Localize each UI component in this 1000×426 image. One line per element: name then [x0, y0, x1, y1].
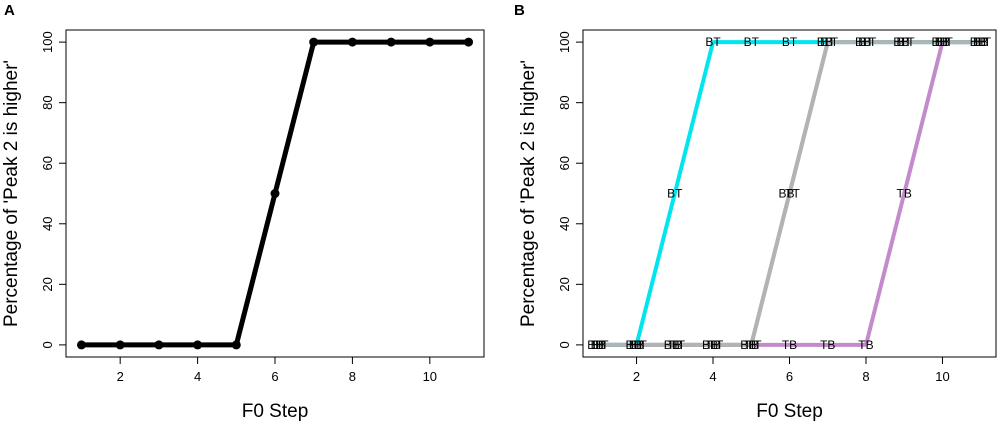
point-label-bt: BT — [629, 338, 645, 352]
point-label-bt: BT — [667, 187, 683, 201]
point-label-tt: TT — [938, 35, 953, 49]
data-point — [425, 37, 435, 47]
data-point — [270, 189, 280, 198]
point-label-bb: BB — [970, 35, 986, 49]
point-label-bt: BT — [591, 338, 607, 352]
point-label-tb: TB — [935, 35, 950, 49]
y-tick-label: 0 — [40, 341, 55, 348]
point-label-bb: BB — [778, 187, 794, 201]
point-label-bt: BT — [897, 35, 913, 49]
point-label-bb: BB — [817, 35, 833, 49]
data-point — [76, 340, 86, 350]
data-point — [154, 340, 164, 350]
point-label-tb: TB — [744, 338, 759, 352]
y-tick-label: 60 — [557, 156, 572, 170]
point-label-tt: TT — [747, 338, 762, 352]
data-point — [386, 37, 396, 47]
x-tick-label: 2 — [117, 369, 124, 384]
x-tick-label: 10 — [423, 369, 437, 384]
y-tick-label: 80 — [557, 95, 572, 109]
data-point — [309, 37, 319, 47]
point-label-tt: TT — [823, 35, 838, 49]
plot-area — [596, 40, 983, 347]
point-label-bb: BB — [664, 338, 680, 352]
y-tick-label: 40 — [557, 217, 572, 231]
y-axis-title: Percentage of 'Peak 2 is higher' — [1, 60, 22, 327]
y-tick-label: 100 — [557, 31, 572, 53]
point-label-tt: TT — [594, 338, 609, 352]
x-tick-label: 8 — [862, 369, 869, 384]
point-label-bt: BT — [973, 35, 989, 49]
data-point — [115, 340, 125, 350]
point-label-bb: BB — [587, 338, 603, 352]
point-label-tt: TT — [862, 35, 877, 49]
point-label-bt: BT — [744, 35, 760, 49]
data-point — [231, 340, 241, 350]
y-tick-label: 20 — [40, 277, 55, 291]
point-label-tt: TT — [976, 35, 991, 49]
point-label-tb: TB — [820, 338, 835, 352]
point-label-bb: BB — [931, 35, 947, 49]
point-label-bt: BT — [858, 35, 874, 49]
point-label-tb: TB — [667, 338, 682, 352]
data-point — [347, 37, 357, 47]
y-tick-label: 80 — [40, 95, 55, 109]
y-tick-label: 60 — [40, 156, 55, 170]
x-tick-label: 8 — [349, 369, 356, 384]
y-tick-label: 20 — [557, 277, 572, 291]
x-tick-label: 6 — [271, 369, 278, 384]
data-point — [464, 37, 474, 47]
x-tick-label: 10 — [935, 369, 949, 384]
point-label-tt: TT — [900, 35, 915, 49]
data-point — [193, 340, 203, 350]
x-tick-label: 4 — [709, 369, 716, 384]
point-label-tt: TT — [632, 338, 647, 352]
point-label-bb: BB — [855, 35, 871, 49]
y-tick-label: 0 — [557, 341, 572, 348]
point-label-tb: TB — [629, 338, 644, 352]
y-tick-label: 40 — [40, 217, 55, 231]
series-line-tt — [596, 40, 983, 347]
x-axis-title: F0 Step — [756, 401, 823, 422]
point-label-bt: BT — [782, 35, 798, 49]
x-tick-label: 6 — [786, 369, 793, 384]
point-label-tb: TB — [973, 35, 988, 49]
point-label-bb: BB — [702, 338, 718, 352]
point-label-tb: TB — [591, 338, 606, 352]
y-tick-label: 100 — [40, 31, 55, 53]
x-tick-label: 4 — [194, 369, 201, 384]
point-label-bb: BB — [893, 35, 909, 49]
plot-area — [76, 37, 474, 350]
point-label-tt: TT — [670, 338, 685, 352]
point-label-tt: TT — [709, 338, 724, 352]
point-label-bb: BB — [626, 338, 642, 352]
point-label-bt: BT — [705, 35, 721, 49]
point-label-tb: TB — [782, 338, 797, 352]
panel-label: B — [514, 2, 525, 19]
y-axis-title: Percentage of 'Peak 2 is higher' — [518, 60, 539, 327]
point-label-tb: TB — [897, 187, 912, 201]
point-label-tt: TT — [785, 187, 800, 201]
point-label-bb: BB — [740, 338, 756, 352]
panel-label: A — [4, 2, 15, 19]
point-label-tb: TB — [705, 338, 720, 352]
point-label-bt: BT — [935, 35, 951, 49]
x-tick-label: 2 — [633, 369, 640, 384]
x-axis-title: F0 Step — [242, 401, 309, 422]
point-label-bt: BT — [820, 35, 836, 49]
point-label-tb: TB — [858, 338, 873, 352]
